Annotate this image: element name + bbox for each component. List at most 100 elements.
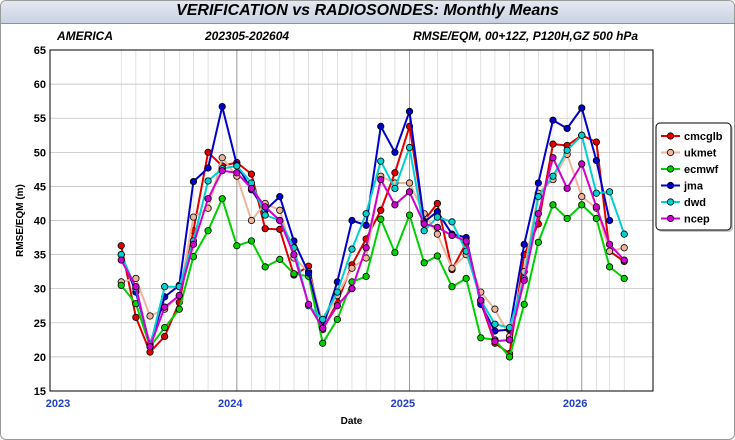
data-point-ecmwf xyxy=(505,353,514,361)
data-point-jma xyxy=(348,216,356,225)
data-point-ecmwf xyxy=(333,315,341,323)
data-point-ukmet xyxy=(448,264,456,272)
data-point-dwd xyxy=(377,157,385,165)
data-point-ncep xyxy=(132,283,140,291)
data-point-ecmwf xyxy=(433,252,441,260)
data-point-ecmwf xyxy=(549,201,557,209)
data-point-cmcglb xyxy=(161,332,169,341)
y-tick-label: 40 xyxy=(34,216,46,228)
data-point-ecmwf xyxy=(218,195,226,203)
data-point-ncep xyxy=(420,220,428,228)
data-point-ecmwf xyxy=(578,201,586,209)
data-point-ncep xyxy=(276,216,284,225)
data-point-ecmwf xyxy=(377,215,385,223)
data-point-ecmwf xyxy=(520,300,528,308)
data-point-dwd xyxy=(592,189,600,197)
region-label: AMERICA xyxy=(57,29,113,43)
y-tick-label: 35 xyxy=(34,250,46,262)
data-point-ncep xyxy=(218,167,226,175)
y-tick-label: 15 xyxy=(34,386,46,398)
data-point-dwd xyxy=(161,283,169,291)
data-point-ukmet xyxy=(189,213,198,221)
data-point-ukmet xyxy=(491,305,499,313)
data-point-ukmet xyxy=(578,193,586,201)
y-tick-label: 30 xyxy=(34,284,46,296)
data-point-ukmet xyxy=(433,230,441,238)
series-line-ecmwf xyxy=(120,197,625,358)
data-point-jma xyxy=(362,221,370,229)
legend-swatch-marker xyxy=(666,181,675,190)
data-point-ncep xyxy=(261,203,269,211)
data-point-ukmet xyxy=(405,179,414,187)
data-point-dwd xyxy=(578,131,586,139)
x-axis-label: Date xyxy=(341,416,363,427)
data-point-ecmwf xyxy=(563,214,571,223)
data-point-cmcglb xyxy=(433,199,441,208)
data-point-ncep xyxy=(605,240,614,248)
data-point-ncep xyxy=(333,302,341,310)
legend-label-ncep: ncep xyxy=(684,214,710,226)
data-point-ncep xyxy=(563,184,571,193)
data-point-ukmet xyxy=(276,206,284,214)
legend-swatch-marker xyxy=(666,165,675,173)
data-point-ncep xyxy=(620,256,628,264)
data-point-cmcglb xyxy=(391,169,399,177)
series-ncep xyxy=(117,154,628,351)
data-point-ncep xyxy=(433,223,441,231)
data-point-ncep xyxy=(319,324,327,332)
data-point-ecmwf xyxy=(204,227,212,235)
series-line-dwd xyxy=(120,134,626,348)
data-point-ncep xyxy=(592,203,600,211)
data-point-ukmet xyxy=(218,154,226,162)
data-point-ecmwf xyxy=(448,283,456,291)
data-point-ecmwf xyxy=(620,274,628,283)
data-point-dwd xyxy=(620,230,628,238)
y-tick-label: 50 xyxy=(34,147,46,159)
data-point-dwd xyxy=(534,193,542,201)
data-point-ecmwf xyxy=(117,281,125,289)
data-point-dwd xyxy=(420,227,428,235)
data-point-ncep xyxy=(520,276,528,285)
data-point-dwd xyxy=(491,320,499,328)
data-point-ukmet xyxy=(132,274,140,283)
data-point-ncep xyxy=(377,175,385,184)
data-point-cmcglb xyxy=(132,313,140,321)
data-point-ukmet xyxy=(620,244,628,252)
data-point-jma xyxy=(276,193,284,201)
data-point-ecmwf xyxy=(420,259,428,267)
legend-label-dwd: dwd xyxy=(684,197,706,209)
data-point-jma xyxy=(391,148,399,156)
series-line-ncep xyxy=(120,156,625,348)
data-point-ncep xyxy=(175,291,183,300)
data-point-ncep xyxy=(161,303,169,311)
data-point-ncep xyxy=(233,169,241,177)
data-point-jma xyxy=(520,240,528,248)
data-point-ncep xyxy=(477,296,485,304)
data-point-ecmwf xyxy=(462,274,470,283)
y-tick-label: 60 xyxy=(34,79,46,91)
data-point-ncep xyxy=(405,188,414,196)
data-point-jma xyxy=(405,107,414,115)
legend-swatch-marker xyxy=(666,132,675,140)
data-point-dwd xyxy=(549,172,557,180)
data-point-dwd xyxy=(405,143,414,152)
x-tick-label: 2024 xyxy=(218,398,243,410)
data-point-ecmwf xyxy=(391,248,399,257)
x-axis: 2023 2024 2025 2026 xyxy=(46,398,588,410)
x-tick-label: 2025 xyxy=(391,398,415,410)
data-point-jma xyxy=(377,122,385,130)
legend-label-cmcglb: cmcglb xyxy=(684,131,723,143)
legend: cmcglb ukmet ecmwf jma dwd ncep xyxy=(655,122,733,232)
data-point-dwd xyxy=(204,177,212,185)
data-point-ncep xyxy=(505,336,514,344)
data-point-jma xyxy=(189,178,198,186)
chart-title: VERIFICATION vs RADIOSONDES: Monthly Mea… xyxy=(176,2,559,19)
data-point-jma xyxy=(605,216,614,225)
legend-label-ecmwf: ecmwf xyxy=(684,164,719,176)
data-point-cmcglb xyxy=(261,225,269,233)
x-tick-label: 2026 xyxy=(563,398,587,410)
data-point-cmcglb xyxy=(117,242,125,250)
data-point-ncep xyxy=(391,201,399,209)
data-point-ncep xyxy=(448,231,456,240)
data-point-ecmwf xyxy=(319,339,327,347)
